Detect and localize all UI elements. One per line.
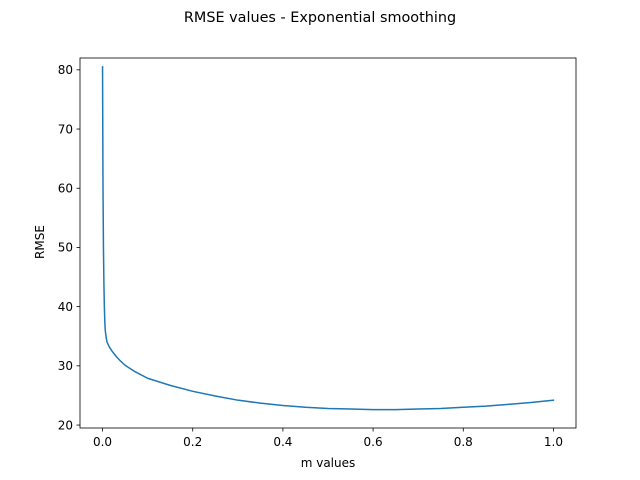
plot-area <box>79 57 577 429</box>
x-tick-label: 0.6 <box>364 435 383 449</box>
x-tick-label: 0.4 <box>273 435 292 449</box>
axes-frame <box>79 57 577 429</box>
chart-title: RMSE values - Exponential smoothing <box>184 10 456 26</box>
x-tick-label: 1.0 <box>544 435 563 449</box>
x-axis-ticks: 0.0 0.2 0.4 0.6 0.8 1.0 <box>93 428 563 449</box>
y-tick-label: 40 <box>58 300 73 314</box>
y-tick-label: 50 <box>58 241 73 255</box>
series-line-0 <box>101 66 555 411</box>
y-tick-label: 80 <box>58 63 73 77</box>
x-axis-label: m values <box>301 456 356 470</box>
y-axis-ticks: 20 30 40 50 60 70 80 <box>58 63 80 432</box>
y-tick-label: 70 <box>58 122 73 136</box>
y-tick-label: 20 <box>58 418 73 432</box>
x-tick-label: 0.2 <box>183 435 202 449</box>
y-tick-label: 30 <box>58 359 73 373</box>
line-layer <box>101 66 555 411</box>
x-tick-label: 0.8 <box>454 435 473 449</box>
x-tick-label: 0.0 <box>93 435 112 449</box>
y-tick-label: 60 <box>58 182 73 196</box>
y-axis-label: RMSE <box>33 225 47 259</box>
